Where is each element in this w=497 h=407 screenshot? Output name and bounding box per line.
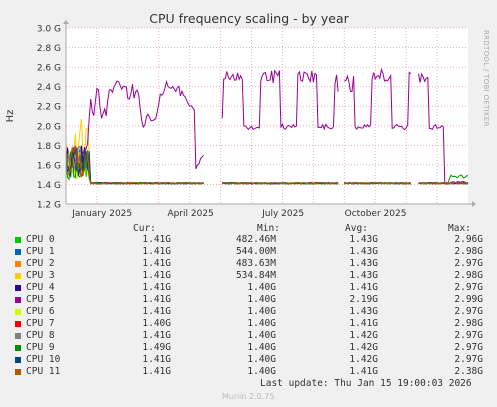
- rrdtool-credit: RRDTOOL / TOBI OETIKER: [482, 30, 490, 127]
- y-axis-arrow: [63, 20, 69, 24]
- series-line-cpu-11: [344, 181, 411, 185]
- x-tick-label: January 2025: [71, 209, 132, 219]
- y-tick-label: 2.8 G: [37, 44, 61, 54]
- y-tick-label: 1.2 G: [37, 201, 61, 211]
- series-lines: [65, 67, 469, 185]
- y-tick-label: 2.2 G: [37, 103, 61, 113]
- x-tick-label: October 2025: [345, 209, 407, 219]
- x-tick-label: April 2025: [167, 209, 213, 219]
- series-line-cpu-10: [65, 147, 204, 185]
- munin-version: Munin 2.0.75: [222, 392, 275, 401]
- series-line-cpu-11: [418, 181, 469, 185]
- y-tick-label: 2.6 G: [37, 64, 61, 74]
- plot-background: [66, 28, 468, 204]
- last-update: Last update: Thu Jan 15 19:00:03 2026: [260, 378, 472, 389]
- x-tick-label: July 2025: [261, 209, 304, 219]
- y-tick-label: 1.4 G: [37, 181, 61, 191]
- chart-title: CPU frequency scaling - by year: [149, 11, 349, 26]
- axes: [63, 20, 476, 207]
- series-line-cpu-5: [344, 67, 412, 131]
- y-axis-label: Hz: [5, 110, 16, 123]
- series-line-cpu-5: [221, 69, 339, 131]
- grid: [66, 27, 468, 204]
- y-tick-label: 3.0 G: [37, 25, 61, 35]
- series-line-cpu-11: [221, 181, 339, 185]
- legend-header-cur: Cur:: [133, 223, 156, 234]
- y-tick-label: 2.4 G: [37, 83, 61, 93]
- y-tick-label: 1.6 G: [37, 161, 61, 171]
- legend-header-min: Min:: [257, 223, 280, 234]
- legend-header-max: Max:: [448, 223, 471, 234]
- x-axis-arrow: [472, 201, 476, 207]
- legend-header-avg: Avg:: [345, 223, 368, 234]
- x-tick-labels: January 2025 April 2025 July 2025 October 2…: [71, 209, 406, 219]
- series-line-cpu-11: [65, 145, 204, 185]
- series-line-cpu-5: [65, 79, 204, 172]
- y-tick-label: 2.0 G: [37, 122, 61, 132]
- series-line-cpu-5: [418, 72, 469, 184]
- y-tick-label: 1.8 G: [37, 142, 61, 152]
- y-tick-labels: 1.2 G 1.4 G 1.6 G 1.8 G 2.0 G 2.2 G 2.4 G 2.6 G…: [37, 25, 61, 211]
